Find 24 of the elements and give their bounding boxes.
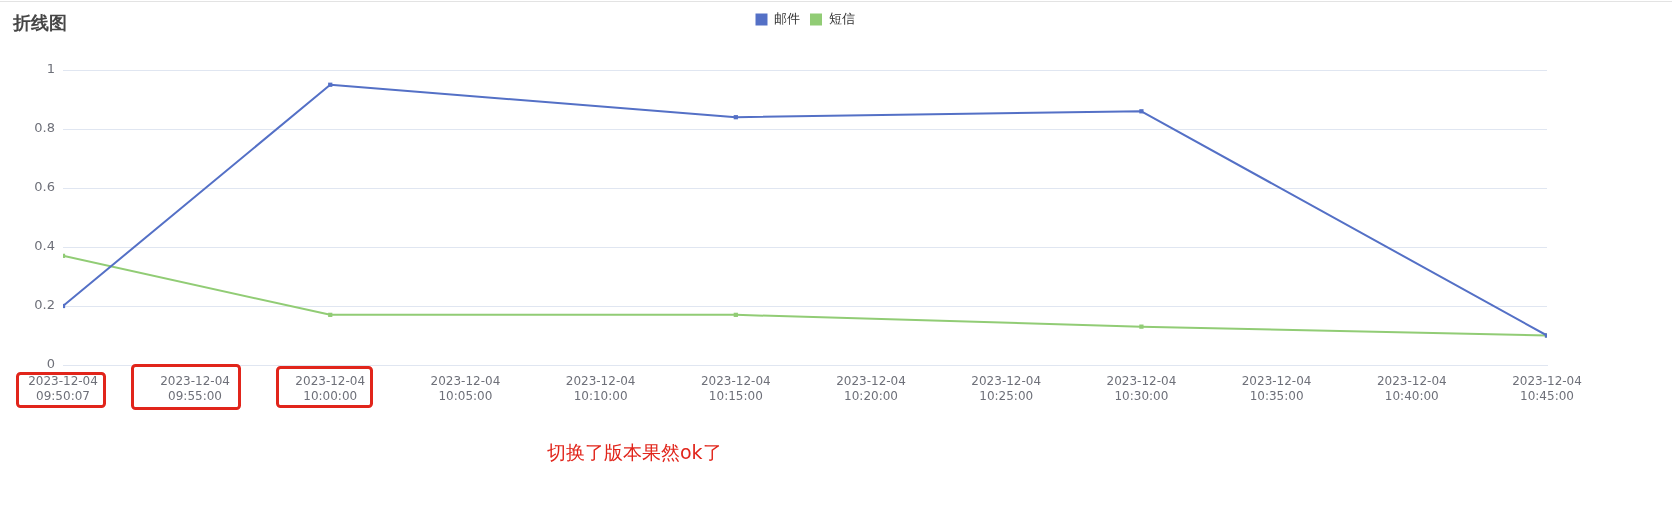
- x-tick-label: 2023-12-04 10:05:00: [430, 374, 501, 403]
- legend-label: 短信: [828, 10, 855, 26]
- chart-title: 折线图: [13, 11, 67, 35]
- point: [1139, 109, 1144, 114]
- y-tick-label: 1: [46, 61, 55, 77]
- x-tick-label: 2023-12-04 10:30:00: [1106, 374, 1177, 403]
- legend-label: 邮件: [774, 10, 800, 26]
- point: [1139, 324, 1144, 329]
- x-tick-label: 2023-12-04 10:10:00: [565, 374, 636, 403]
- x-tick-label: 2023-12-04 09:55:00: [160, 374, 230, 403]
- x-tick-label: 2023-12-04 10:40:00: [1376, 374, 1447, 403]
- x-tick-label: 2023-12-04 10:25:00: [971, 374, 1042, 403]
- text: 切换了版本果然ok了: [547, 440, 722, 464]
- y-tick-label: 0.4: [34, 238, 55, 254]
- y-tick-label: 0: [46, 356, 55, 372]
- x-tick-label: 2023-12-04 10:45:00: [1512, 374, 1582, 403]
- x-tick-label: 2023-12-04 10:15:00: [700, 374, 771, 403]
- y-tick-label: 0.2: [34, 297, 55, 313]
- x-tick-label: 2023-12-04 09:50:07: [28, 374, 98, 403]
- x-tick-label: 2023-12-04 10:20:00: [836, 374, 906, 403]
- y-tick-label: 0.8: [34, 120, 55, 136]
- y-tick-label: 0.6: [34, 179, 55, 195]
- x-tick-label: 2023-12-04 10:35:00: [1241, 374, 1312, 403]
- x-tick-label: 2023-12-04 10:00:00: [295, 374, 366, 403]
